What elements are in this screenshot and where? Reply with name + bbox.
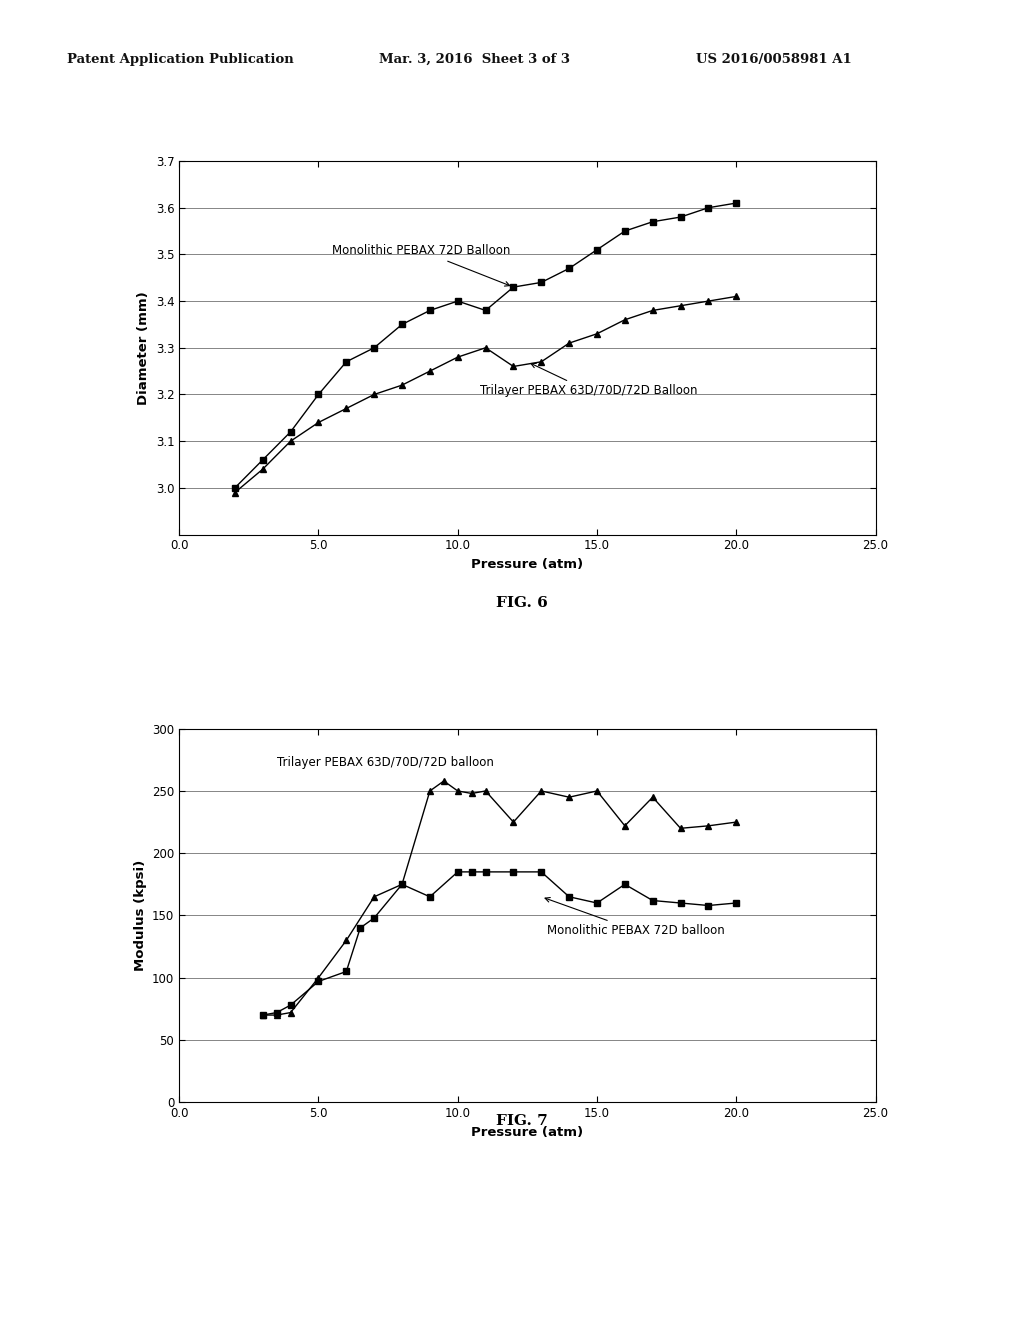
Text: FIG. 6: FIG. 6 <box>497 597 548 610</box>
Text: FIG. 7: FIG. 7 <box>497 1114 548 1127</box>
Text: Mar. 3, 2016  Sheet 3 of 3: Mar. 3, 2016 Sheet 3 of 3 <box>379 53 570 66</box>
Y-axis label: Diameter (mm): Diameter (mm) <box>137 290 151 405</box>
X-axis label: Pressure (atm): Pressure (atm) <box>471 558 584 572</box>
Text: Trilayer PEBAX 63D/70D/72D balloon: Trilayer PEBAX 63D/70D/72D balloon <box>276 756 494 770</box>
Text: Trilayer PEBAX 63D/70D/72D Balloon: Trilayer PEBAX 63D/70D/72D Balloon <box>480 363 697 397</box>
X-axis label: Pressure (atm): Pressure (atm) <box>471 1126 584 1139</box>
Text: Monolithic PEBAX 72D balloon: Monolithic PEBAX 72D balloon <box>545 898 725 937</box>
Text: Patent Application Publication: Patent Application Publication <box>67 53 293 66</box>
Text: Monolithic PEBAX 72D Balloon: Monolithic PEBAX 72D Balloon <box>333 244 511 286</box>
Y-axis label: Modulus (kpsi): Modulus (kpsi) <box>133 859 146 972</box>
Text: US 2016/0058981 A1: US 2016/0058981 A1 <box>696 53 852 66</box>
